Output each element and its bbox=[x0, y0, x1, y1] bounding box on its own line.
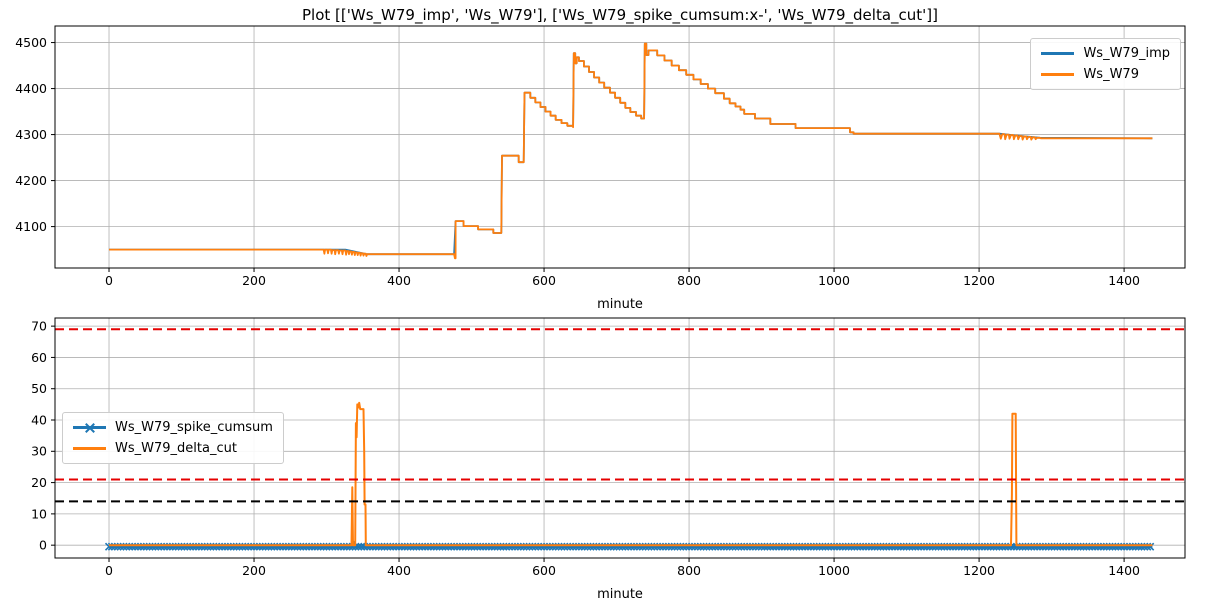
tick-labels: 0 200 400 600 800 1000 1200 1400 0 10 20 30 40 50 60 70 bbox=[31, 319, 1140, 578]
legend-line-swatch bbox=[1041, 68, 1075, 81]
y-tick-label: 70 bbox=[31, 319, 47, 334]
legend-item-ws-w79-spike-cumsum: Ws_W79_spike_cumsum bbox=[73, 420, 273, 435]
gridlines bbox=[55, 26, 1185, 268]
y-tick-label: 50 bbox=[31, 381, 47, 396]
series-line-Ws_W79_delta_cut bbox=[109, 401, 1153, 547]
legend-label: Ws_W79_imp bbox=[1083, 46, 1170, 61]
y-tick-label: 10 bbox=[31, 506, 47, 521]
series-line-Ws_W79_imp bbox=[109, 42, 1153, 256]
legend-line-swatch bbox=[73, 421, 106, 434]
x-tick-label: 400 bbox=[387, 563, 411, 578]
x-tick-label: 0 bbox=[105, 563, 113, 578]
legend-item-ws-w79-delta-cut: Ws_W79_delta_cut bbox=[73, 441, 273, 456]
y-tick-label: 4400 bbox=[15, 81, 47, 96]
axes-frame bbox=[54, 317, 1186, 559]
x-tick-label: 1200 bbox=[963, 273, 995, 288]
legend-label: Ws_W79_spike_cumsum bbox=[115, 420, 273, 435]
y-tick-label: 20 bbox=[31, 475, 47, 490]
line-swatch-icon bbox=[1041, 52, 1075, 55]
legend-top: Ws_W79_imp Ws_W79 bbox=[1030, 38, 1181, 90]
subplot-0: 0 200 400 600 800 1000 1200 1400 4100 4200 4300 440… bbox=[15, 25, 1186, 288]
legend-line-swatch bbox=[1041, 47, 1075, 60]
y-tick-label: 60 bbox=[31, 350, 47, 365]
x-tick-label: 1000 bbox=[818, 273, 850, 288]
x-tick-label: 200 bbox=[242, 273, 266, 288]
x-tick-label: 1400 bbox=[1108, 563, 1140, 578]
legend-item-ws-w79-imp: Ws_W79_imp bbox=[1041, 46, 1170, 61]
legend-label: Ws_W79_delta_cut bbox=[115, 441, 237, 456]
bottom-xaxis-label: minute bbox=[597, 587, 643, 602]
subplot-1: 0 200 400 600 800 1000 1200 1400 0 10 20 30 40 50 60 70 bbox=[31, 317, 1186, 578]
figure-title: Plot [['Ws_W79_imp', 'Ws_W79'], ['Ws_W79… bbox=[302, 6, 938, 24]
y-tick-label: 0 bbox=[39, 538, 47, 553]
y-tick-label: 30 bbox=[31, 444, 47, 459]
line-swatch-icon bbox=[73, 447, 106, 450]
x-tick-label: 1000 bbox=[818, 563, 850, 578]
x-tick-label: 600 bbox=[532, 273, 556, 288]
series-line-Ws_W79 bbox=[109, 42, 1153, 260]
x-tick-label: 200 bbox=[242, 563, 266, 578]
legend-item-ws-w79: Ws_W79 bbox=[1041, 67, 1170, 82]
x-marker-icon bbox=[84, 422, 95, 433]
gridlines bbox=[55, 318, 1185, 558]
legend-bottom: Ws_W79_spike_cumsum Ws_W79_delta_cut bbox=[62, 412, 284, 464]
legend-line-swatch bbox=[73, 442, 106, 455]
x-tick-label: 600 bbox=[532, 563, 556, 578]
x-tick-label: 800 bbox=[677, 273, 701, 288]
x-tick-label: 1400 bbox=[1108, 273, 1140, 288]
x-tick-label: 400 bbox=[387, 273, 411, 288]
y-tick-label: 4100 bbox=[15, 219, 47, 234]
axes-frame bbox=[54, 25, 1186, 269]
y-tick-label: 4200 bbox=[15, 173, 47, 188]
line-swatch-icon bbox=[1041, 73, 1075, 76]
tick-labels: 0 200 400 600 800 1000 1200 1400 4100 4200 4300 440… bbox=[15, 35, 1140, 288]
top-xaxis-label: minute bbox=[597, 297, 643, 312]
y-tick-label: 40 bbox=[31, 412, 47, 427]
x-tick-label: 800 bbox=[677, 563, 701, 578]
x-tick-label: 1200 bbox=[963, 563, 995, 578]
y-tick-label: 4500 bbox=[15, 35, 47, 50]
x-tick-label: 0 bbox=[105, 273, 113, 288]
series-markers-Ws_W79_spike_cumsum bbox=[104, 542, 1155, 551]
legend-label: Ws_W79 bbox=[1083, 67, 1139, 82]
y-tick-label: 4300 bbox=[15, 127, 47, 142]
